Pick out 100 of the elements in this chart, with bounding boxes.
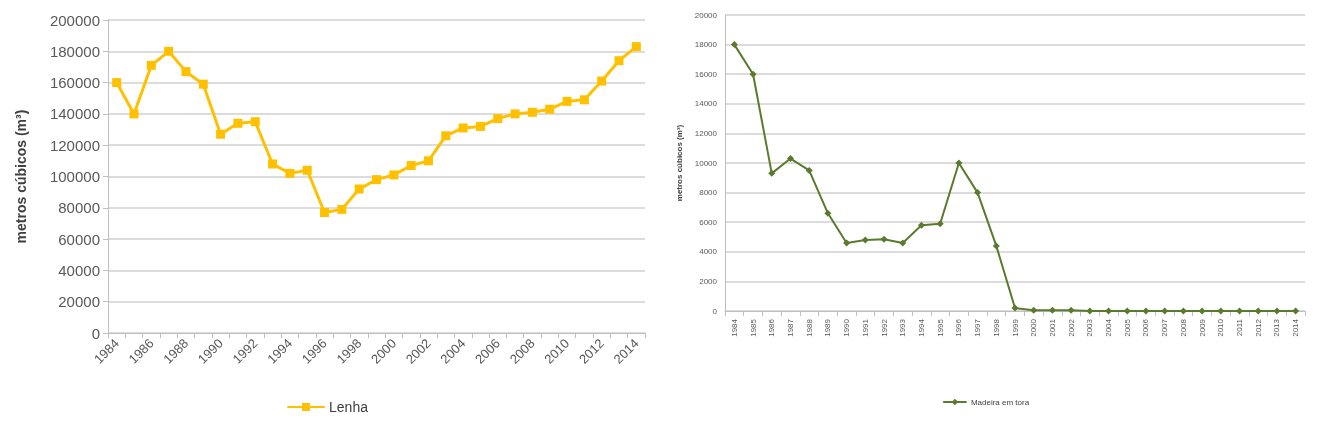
y-tick-label: 14000 [694,99,718,109]
x-tick-label: 2014 [1291,318,1301,337]
point [992,242,1000,250]
point [1217,307,1225,315]
point [389,170,399,180]
point [458,123,468,133]
point [1123,307,1131,315]
y-tick-label: 18000 [694,40,718,50]
point [899,239,907,247]
point [233,118,243,128]
x-tick-label: 2008 [1178,318,1188,337]
x-tick-label: 1990 [842,318,852,337]
point [1292,307,1300,315]
point [936,220,944,228]
x-tick-label: 2011 [1235,318,1245,337]
point [1067,306,1075,314]
x-tick-label: 1998 [991,318,1001,337]
point [1273,307,1281,315]
y-tick-label: 6000 [699,217,718,227]
point [768,169,776,177]
y-tick-label: 160000 [49,74,100,92]
x-tick-label: 2000 [1029,318,1039,337]
x-tick-label: 1987 [785,318,795,337]
point [441,131,451,141]
y-tick-label: 20000 [58,293,100,311]
y-tick-label: 10000 [694,158,718,168]
point [164,46,174,56]
legend-label: Lenha [329,399,369,415]
y-tick-label: 80000 [58,199,100,217]
x-tick-label: 1989 [823,318,833,337]
point [786,155,794,163]
x-tick-label: 2004 [1104,318,1114,337]
y-tick-label: 12000 [694,128,718,138]
x-tick-label: 1992 [879,318,889,337]
x-tick-label: 1988 [804,318,814,337]
x-tick-label: 2007 [1160,318,1170,337]
point [1254,307,1262,315]
point [146,60,156,70]
point [493,114,503,124]
x-tick-label: 2003 [1085,318,1095,337]
point [1198,307,1206,315]
point [749,70,757,78]
point [372,175,381,185]
point [285,168,295,178]
point [597,76,607,86]
point [198,79,208,89]
x-tick-label: 1984 [729,318,739,337]
point [475,121,485,131]
y-tick-label: 60000 [58,230,100,248]
x-tick-label: 2001 [1047,318,1057,337]
x-tick-label: 1985 [748,318,758,337]
y-axis-title: metros cúbicos (m³) [13,109,29,244]
x-tick-label: 1993 [898,318,908,337]
y-tick-label: 2000 [699,276,718,286]
point [510,109,520,119]
point [614,56,624,66]
point [579,95,589,105]
x-tick-label: 2012 [1253,318,1263,337]
point [562,96,572,106]
y-tick-label: 120000 [49,136,100,154]
point [112,78,122,88]
point [917,221,925,229]
point [824,209,832,217]
point [974,189,982,197]
y-tick-label: 100000 [49,168,100,185]
y-tick-label: 200000 [49,11,100,29]
x-tick-label: 2013 [1272,318,1282,337]
y-tick-label: 0 [712,306,718,316]
y-tick-label: 8000 [699,188,718,198]
y-tick-label: 0 [91,324,100,342]
point [129,109,139,119]
point [631,42,641,52]
x-tick-label: 1999 [1010,318,1020,337]
point [1142,307,1150,315]
point [1030,306,1038,314]
point [861,236,869,244]
point [302,165,312,175]
point [1086,307,1094,315]
x-tick-label: 1986 [767,318,777,337]
point [337,204,347,214]
y-tick-label: 16000 [694,69,718,79]
y-tick-label: 4000 [699,247,718,257]
point [880,235,888,243]
point [1011,304,1019,312]
point [955,159,963,167]
y-axis-title: metros cúbicos (m³) [674,124,684,202]
point [730,41,738,49]
point [545,104,555,114]
point [1048,306,1056,314]
point [527,107,537,117]
point [406,161,416,171]
x-tick-label: 2010 [1216,318,1226,337]
point [423,156,433,166]
x-tick-label: 2009 [1197,318,1207,337]
y-tick-label: 180000 [49,42,100,60]
y-tick-label: 20000 [694,10,718,20]
point [181,67,191,77]
x-tick-label: 1997 [973,318,983,337]
x-tick-label: 2006 [1141,318,1151,337]
point [320,207,330,217]
